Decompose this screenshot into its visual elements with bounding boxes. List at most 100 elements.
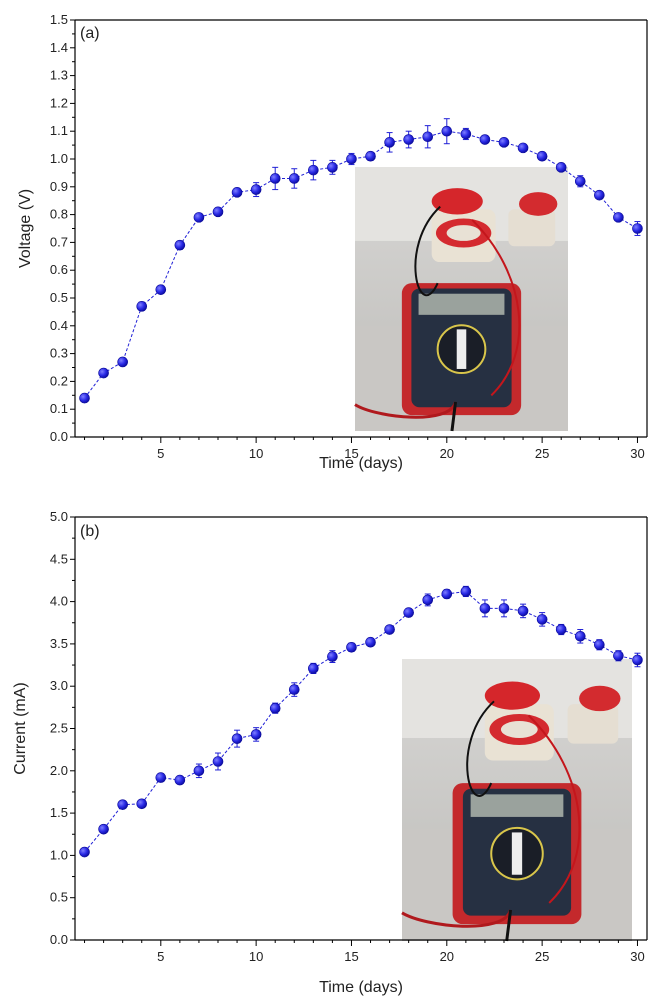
panel-b-data-point: [308, 663, 319, 674]
panel-b-y-tick-label: 5.0: [50, 509, 68, 524]
panel-a-y-tick-label: 0.9: [50, 179, 68, 194]
panel-a-y-tick-label: 1.2: [50, 95, 68, 110]
panel-b-data-point: [403, 607, 414, 618]
panel-a-y-tick-label: 0.3: [50, 346, 68, 361]
panel-b-data-point: [498, 603, 510, 614]
panel-b-data-point: [231, 733, 243, 744]
panel-a-data-point: [613, 212, 624, 223]
panel-a-data-point: [632, 223, 643, 234]
panel-a-x-tick-label: 30: [630, 446, 644, 461]
panel-b-y-tick-label: 4.5: [50, 551, 68, 566]
panel-b-data-point: [536, 614, 548, 625]
panel-b-photo-red-lead: [401, 909, 513, 928]
panel-b-data-point: [288, 684, 300, 695]
panel-a-data-point: [555, 162, 567, 173]
panel-b-axes: 0.0 0.5 1.0 1.5 2.0 2.5 3.0 3.5 4.0 4.5 5.0 5 10 15 20…: [50, 509, 648, 964]
panel-a-photo-red-cap-right: [519, 192, 558, 216]
panel-a-photo-multimeter-display: [418, 293, 505, 315]
panel-a-data-point: [155, 284, 167, 295]
panel-b-data-point: [441, 588, 453, 600]
panel-a-y-tick-label: 0.8: [50, 207, 68, 222]
panel-b-data-point: [613, 650, 624, 662]
panel-a-data-point: [460, 128, 472, 140]
panel-b-y-tick-label: 0.5: [50, 890, 68, 905]
panel-a-y-axis-label: Voltage (V): [17, 189, 34, 268]
panel-a-x-tick-label: 5: [157, 446, 164, 461]
panel-a-photo-dial-pointer: [456, 329, 467, 369]
panel-b-photo-dial-pointer: [511, 832, 523, 875]
panel-a-data-point: [536, 150, 548, 162]
panel-b-y-tick-label: 3.0: [50, 678, 68, 693]
panel-a-data-point: [136, 301, 148, 312]
panel-b-x-tick-label: 10: [249, 949, 263, 964]
panel-b-y-tick-label: 1.5: [50, 805, 68, 820]
panel-a-y-tick-label: 0.4: [50, 318, 68, 333]
panel-a-y-tick-label: 1.3: [50, 68, 68, 83]
panel-a-y-tick-label: 0.7: [50, 234, 68, 249]
panel-b-data-point: [117, 799, 128, 810]
panel-a-data-point: [79, 392, 90, 404]
panel-a-data-point: [594, 189, 605, 201]
panel-b-photo-cell-body-right: [567, 704, 619, 744]
panel-a-x-tick-label: 25: [535, 446, 549, 461]
panel-b-data-point: [174, 774, 186, 786]
panel-a-data-point: [498, 137, 510, 148]
panel-a-data-point: [250, 184, 262, 195]
panel-a-data-point: [574, 175, 586, 187]
panel-b-series: [79, 585, 643, 858]
panel-a-photo-red-lead: [354, 401, 457, 419]
panel-a-y-tick-label: 1.4: [50, 40, 68, 55]
panel-b-x-tick-label: 30: [630, 949, 644, 964]
panel-a-data-point: [117, 356, 128, 368]
panel-b-x-tick-label: 20: [440, 949, 454, 964]
panel-a-axes: 0.0 0.1 0.2 0.3 0.4 0.5 0.6 0.7 0.8 0.9 1.0 1.1 1.2 1…: [50, 12, 648, 461]
panel-b-data-point: [555, 624, 567, 635]
panel-a-data-point: [384, 137, 395, 148]
panel-b-data-point: [479, 603, 491, 614]
panel-b-data-point: [327, 651, 338, 662]
panel-b-x-tick-label: 25: [535, 949, 549, 964]
panel-b-photo-red-cap-right: [579, 685, 621, 712]
panel-a-data-point: [346, 153, 357, 165]
panel-b-x-tick-label: 15: [344, 949, 358, 964]
panel-a-photo-cap-window: [446, 225, 481, 241]
panel-a-data-point: [193, 212, 205, 223]
panel-b-data-point: [594, 639, 605, 651]
panel-b-y-axis-label: Current (mA): [12, 682, 29, 774]
panel-b-data-point: [346, 641, 357, 653]
panel-b-data-point: [384, 624, 395, 635]
panel-a-x-tick-label: 15: [344, 446, 358, 461]
panel-b-photo-red-cap: [484, 681, 540, 710]
panel-b-data-point: [269, 702, 281, 714]
panel-a-y-tick-label: 0.6: [50, 262, 68, 277]
panel-b-y-tick-label: 4.0: [50, 594, 68, 609]
panel-a-data-point: [98, 367, 109, 379]
panel-b-data-point: [574, 630, 586, 642]
panel-b-data-point: [155, 772, 167, 783]
panel-a-data-point: [212, 206, 224, 218]
panel-b: 0.0 0.5 1.0 1.5 2.0 2.5 3.0 3.5 4.0 4.5 5.0 5 10 15 20…: [12, 509, 648, 996]
panel-b-data-point: [517, 605, 529, 617]
panel-b-y-tick-label: 2.0: [50, 763, 68, 778]
panel-b-data-point: [365, 636, 376, 648]
panel-a-x-axis-label: Time (days): [319, 455, 403, 472]
panel-b-photo-multimeter-display: [470, 794, 564, 817]
panel-b-x-tick-label: 5: [157, 949, 164, 964]
panel-a-x-tick-label: 10: [249, 446, 263, 461]
panel-a-y-tick-label: 1.0: [50, 151, 68, 166]
panel-b-data-point: [193, 765, 205, 777]
panel-a-y-tick-label: 1.5: [50, 12, 68, 27]
panel-a-data-point: [422, 131, 434, 143]
panel-a-data-point: [441, 125, 453, 137]
panel-a-photo-black-lead: [450, 401, 458, 432]
panel-b-data-point: [632, 654, 643, 666]
panel-a-y-tick-label: 0.0: [50, 429, 68, 444]
panel-b-data-point: [98, 823, 109, 835]
panel-b-data-point: [79, 846, 90, 858]
panel-b-x-axis-label: Time (days): [319, 979, 403, 996]
panel-a-data-point: [174, 239, 186, 251]
panel-a-data-point: [479, 134, 491, 145]
panel-b-data-point: [422, 594, 434, 606]
panel-b-photo-black-lead: [505, 909, 513, 942]
panel-b-photo-cap-window: [500, 721, 538, 738]
